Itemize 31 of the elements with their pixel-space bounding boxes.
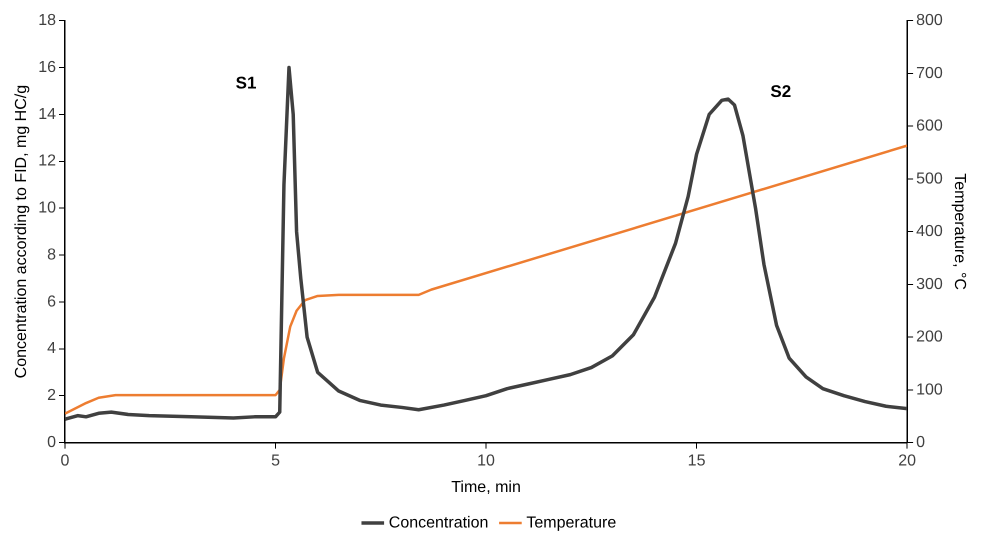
- x-tick-label: 10: [477, 452, 496, 470]
- y-tick-label: 0: [47, 434, 56, 452]
- y2-tick-label: 200: [916, 328, 943, 346]
- y-tick-label: 10: [38, 200, 56, 217]
- y2-tick-label: 500: [916, 170, 943, 188]
- legend-label: Temperature: [526, 514, 616, 532]
- y-tick-label: 4: [47, 340, 56, 358]
- y-tick-label: 2: [47, 387, 56, 404]
- y2-axis-title: Temperature, °C: [950, 173, 968, 290]
- annotation: S2: [770, 82, 792, 102]
- x-tick-label: 5: [271, 452, 280, 470]
- y2-tick-label: 700: [916, 64, 943, 82]
- y-tick-label: 6: [47, 293, 56, 310]
- y-tick-label: 8: [47, 246, 56, 264]
- x-tick-label: 0: [60, 452, 70, 470]
- x-axis-title: Time, min: [451, 478, 521, 496]
- legend-label: Concentration: [388, 514, 488, 532]
- y-tick-label: 16: [38, 58, 56, 76]
- y2-tick-label: 300: [916, 276, 943, 293]
- y2-tick-label: 400: [916, 223, 943, 240]
- y2-tick-label: 600: [916, 118, 943, 135]
- x-tick-label: 15: [688, 452, 706, 470]
- y2-tick-label: 800: [916, 12, 943, 30]
- x-tick-label: 20: [898, 452, 916, 470]
- y2-tick-label: 100: [916, 381, 943, 398]
- y2-tick-label: 0: [916, 434, 926, 452]
- y-axis-title: Concentration according to FID, mg HC/g: [13, 84, 30, 378]
- y-tick-label: 18: [38, 12, 56, 30]
- y-tick-label: 14: [38, 106, 56, 123]
- annotation: S1: [236, 74, 256, 93]
- y-tick-label: 12: [38, 152, 56, 170]
